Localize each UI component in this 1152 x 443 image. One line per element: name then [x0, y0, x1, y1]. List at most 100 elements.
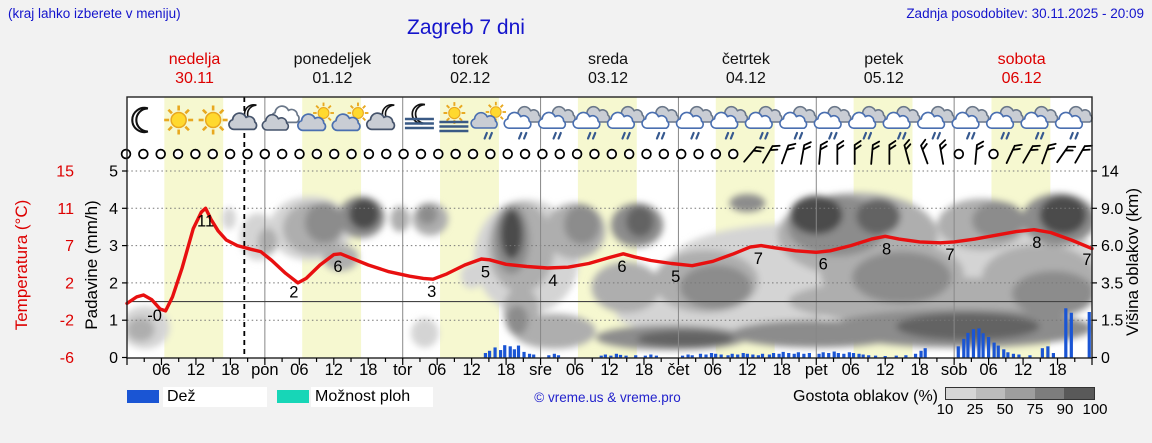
temperature-label: 2: [289, 284, 298, 302]
hour-label: 06: [842, 361, 860, 379]
rain-bar: [704, 354, 708, 358]
svg-text:7: 7: [65, 238, 74, 255]
rain-bar: [614, 353, 618, 358]
temperature-label: 7: [754, 250, 763, 268]
temperature-label: 5: [671, 268, 680, 286]
rain-bar: [751, 354, 755, 358]
rain-bar: [1028, 355, 1032, 358]
svg-text:0: 0: [109, 350, 118, 367]
svg-text:5: 5: [109, 164, 118, 181]
density-gradient-segment: [1034, 388, 1065, 399]
cloud-blob: [513, 313, 596, 349]
rain-bar: [498, 350, 503, 358]
rain-bar: [599, 355, 603, 358]
wind-calm-icon: [675, 148, 687, 160]
rain-bar: [796, 352, 800, 358]
rain-bar: [821, 352, 825, 358]
wind-calm-icon: [381, 148, 392, 160]
temperature-label: 6: [617, 258, 626, 276]
temperature-label: 6: [333, 258, 342, 276]
gridlines: [127, 97, 1092, 358]
rain-bar: [1064, 308, 1068, 358]
cloud-blob: [410, 318, 439, 348]
weather-icon-clouds-rain: [537, 105, 576, 140]
rain-bar: [487, 350, 492, 358]
rain-bar: [883, 356, 887, 358]
day-header-torek: torek 02.12: [450, 51, 491, 87]
wind-barb-icon: [780, 142, 797, 165]
weather-icon-clouds-rain: [985, 105, 1024, 140]
cloud-blob: [127, 317, 155, 342]
rain-bar: [977, 328, 981, 358]
wind-barb-icon: [800, 141, 812, 165]
cloud-blob: [390, 206, 410, 232]
svg-text:6.0: 6.0: [1101, 238, 1123, 255]
rain-bar: [552, 353, 556, 358]
rain-bar: [842, 353, 846, 358]
weather-icon-clouds-rain: [779, 105, 818, 140]
day-abbr-label: pon: [251, 361, 279, 379]
weather-icon-clouds-rain: [813, 105, 852, 140]
weather-icon-sun: [164, 105, 194, 135]
day-header-četrtek: četrtek 04.12: [721, 51, 770, 87]
rain-bar: [1040, 348, 1044, 358]
weather-icon-clouds-rain: [675, 105, 714, 140]
hour-label: 06: [566, 361, 584, 379]
cloud-cover-layer: [127, 192, 1092, 351]
rain-bar: [547, 355, 551, 358]
rain-bar: [861, 354, 865, 358]
wind-barb-icon: [1074, 144, 1093, 164]
wind-calm-icon: [328, 148, 340, 160]
wind-calm-icon: [537, 148, 548, 160]
rain-bar: [771, 353, 776, 358]
rain-bar: [516, 345, 521, 358]
cloud-blob: [348, 198, 380, 230]
svg-text:9.0: 9.0: [1101, 201, 1123, 218]
wind-barb-icon: [938, 139, 947, 165]
temperature-line: [125, 206, 1094, 313]
hour-label: 18: [773, 361, 791, 379]
weather-icon-clouds-rain: [882, 105, 921, 140]
rain-bar: [680, 355, 685, 358]
hour-label: 18: [635, 361, 653, 379]
svg-text:2: 2: [109, 275, 118, 292]
density-tick-label: 75: [1026, 401, 1044, 418]
temperature-label: 7: [1082, 251, 1091, 269]
density-tick-label: 50: [996, 401, 1014, 418]
temperature-label: 5: [481, 263, 490, 281]
svg-text:2: 2: [65, 275, 74, 292]
hour-label: 06: [704, 361, 722, 379]
rain-bar: [966, 332, 970, 358]
rain-bar: [756, 355, 760, 358]
rain-bar: [634, 355, 638, 358]
density-tick-label: 100: [1082, 401, 1108, 418]
wind-calm-icon: [155, 148, 166, 160]
weather-icon-clouds-rain: [503, 105, 542, 140]
cloud-blob: [972, 201, 1025, 240]
rain-bar: [760, 353, 765, 358]
rain-bar: [894, 355, 898, 358]
day-header-nedelja: nedelja 30.11: [168, 51, 221, 87]
svg-text:14: 14: [1101, 164, 1119, 181]
hour-label: 12: [187, 361, 205, 379]
rain-bar: [730, 353, 734, 358]
temperature-label: 8: [882, 241, 891, 259]
day-abbr-label: sre: [529, 361, 552, 379]
wind-barb-icon: [743, 146, 765, 163]
rain-bar: [923, 348, 927, 358]
wind-calm-icon: [450, 148, 461, 160]
wind-barb-icon: [836, 140, 845, 165]
wind-calm-icon: [519, 148, 531, 160]
rain-bar: [873, 355, 878, 358]
wind-barb-icon: [853, 140, 862, 165]
svg-text:3.5: 3.5: [1101, 275, 1123, 292]
copyright-link[interactable]: © vreme.us & vreme.pro: [534, 390, 681, 405]
wind-calm-icon: [710, 148, 722, 160]
rain-bar: [851, 353, 856, 358]
rain-bar: [522, 351, 526, 358]
rain-bar: [919, 350, 923, 358]
weather-icon-clouds-rain: [744, 105, 783, 140]
weather-icon-clouds: [261, 105, 300, 131]
rain-bar: [1069, 312, 1073, 358]
rain-legend-swatch: [127, 390, 159, 403]
